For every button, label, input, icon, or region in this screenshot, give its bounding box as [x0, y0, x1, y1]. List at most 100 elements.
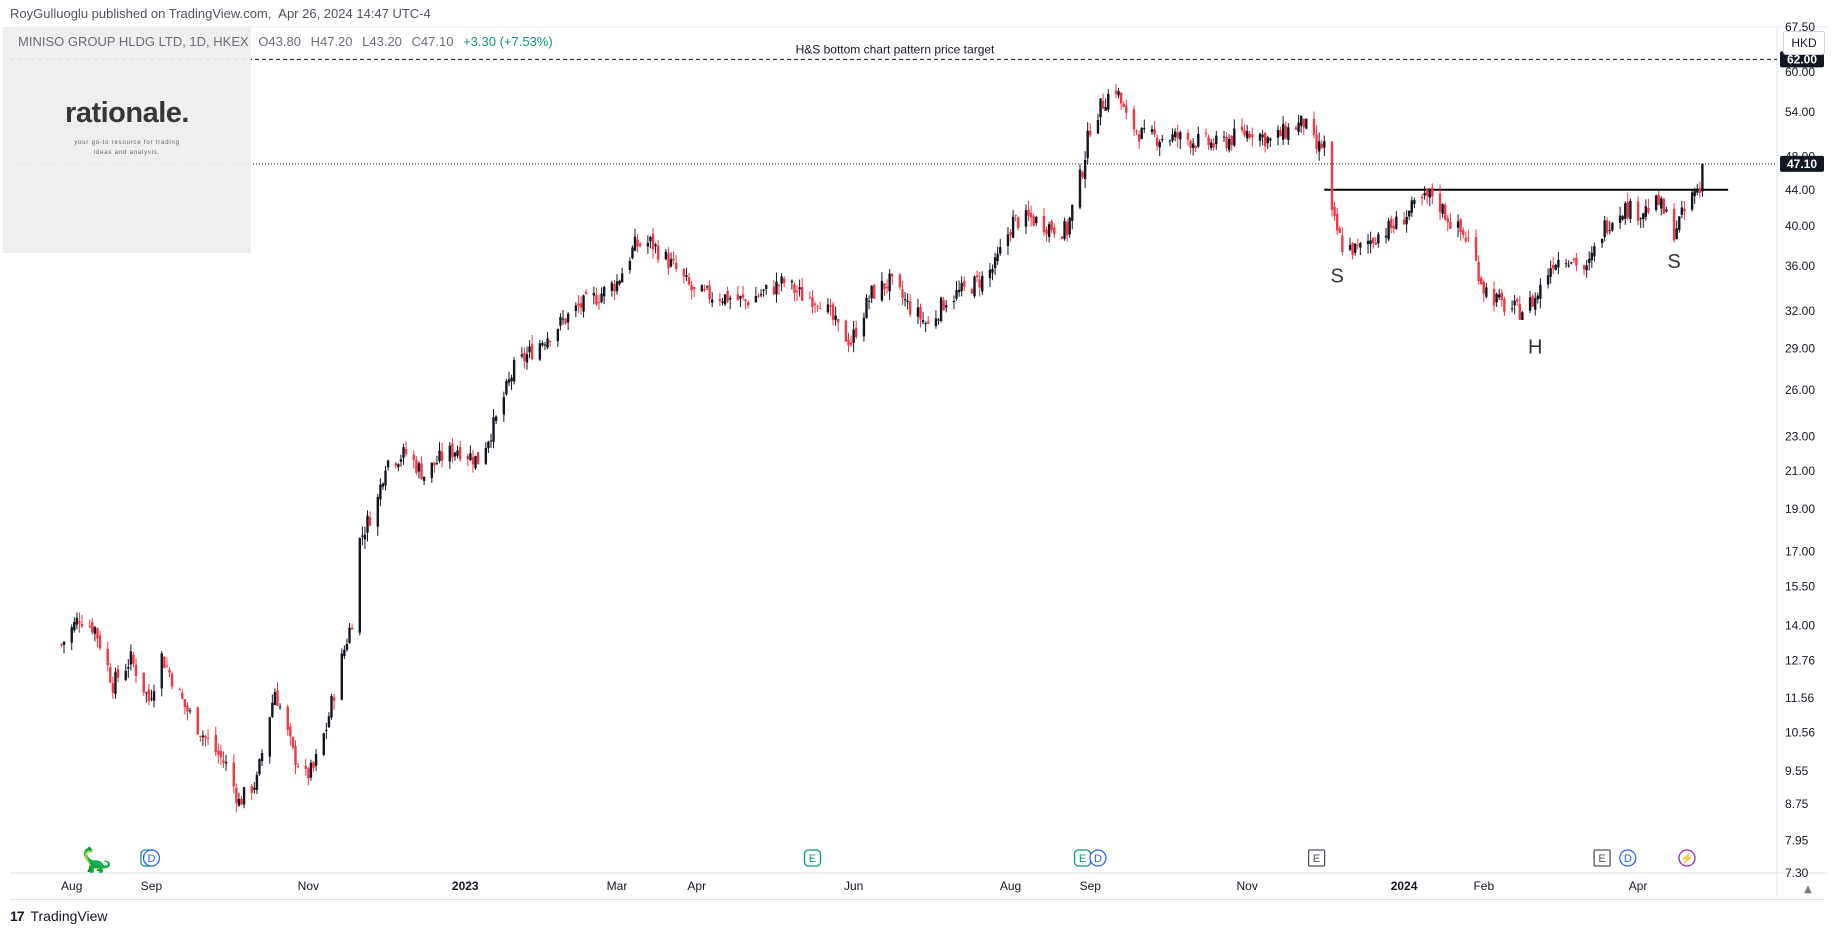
- candle: [1492, 281, 1496, 312]
- candle: [363, 526, 367, 549]
- symbol-legend[interactable]: MINISO GROUP HLDG LTD, 1D, HKEX O43.80 H…: [18, 34, 559, 49]
- candle-body: [538, 343, 542, 360]
- publish-info: RoyGulluoglu published on TradingView.co…: [10, 6, 435, 21]
- price-tick-label: 21.00: [1785, 464, 1815, 478]
- candle-body: [1402, 219, 1406, 225]
- candle-body: [253, 787, 256, 790]
- event-label: D: [1094, 853, 1102, 865]
- candle-body: [312, 762, 315, 768]
- candle: [903, 291, 907, 307]
- candle-body: [327, 716, 331, 728]
- candle-body: [1302, 118, 1305, 128]
- candle: [1482, 279, 1485, 303]
- candle-body: [1194, 145, 1197, 149]
- candle: [600, 287, 603, 303]
- candle-body: [746, 302, 750, 306]
- candle: [438, 441, 441, 464]
- candle-body: [93, 627, 97, 634]
- candle: [1078, 164, 1082, 210]
- candle: [1582, 264, 1586, 276]
- candle: [343, 645, 346, 660]
- candle: [471, 449, 475, 473]
- candle-body: [584, 291, 588, 294]
- candle: [1420, 193, 1424, 206]
- candle-body: [919, 307, 922, 320]
- candle-body: [1639, 218, 1642, 220]
- candle-body: [1107, 93, 1110, 110]
- candle: [289, 722, 292, 746]
- candle-body: [957, 289, 961, 293]
- candle-body: [1564, 263, 1568, 265]
- price-badge-label: 47.10: [1787, 157, 1817, 171]
- candle-body: [723, 294, 727, 305]
- candle: [96, 627, 99, 648]
- candle-body: [273, 692, 277, 705]
- candle-body: [1683, 208, 1686, 212]
- candle-body: [379, 484, 382, 500]
- candle: [1050, 219, 1053, 233]
- price-tick-label: 36.00: [1785, 259, 1815, 273]
- candle-body: [60, 644, 63, 646]
- candle: [170, 671, 174, 690]
- candle-body: [595, 295, 598, 305]
- candle-body: [816, 306, 819, 308]
- candle-body: [1693, 189, 1696, 197]
- candle: [831, 302, 835, 326]
- split-event-icon: [1678, 849, 1696, 867]
- symbol-name[interactable]: MINISO GROUP HLDG LTD, 1D, HKEX: [18, 34, 249, 49]
- candle-body: [1101, 100, 1105, 109]
- candle: [1068, 216, 1071, 238]
- candle-body: [1510, 308, 1514, 310]
- candle: [420, 456, 423, 480]
- candle: [1521, 311, 1524, 321]
- candle: [574, 302, 578, 318]
- candle: [1485, 283, 1488, 299]
- candle-body: [618, 280, 621, 285]
- candle: [106, 641, 109, 672]
- candle-body: [350, 627, 354, 630]
- candle: [1516, 297, 1519, 306]
- candle-body: [1153, 129, 1156, 135]
- candle: [1330, 140, 1334, 217]
- tradingview-footer[interactable]: 17 TradingView: [10, 908, 108, 924]
- candle-body: [582, 295, 585, 312]
- candle: [1266, 135, 1269, 150]
- candle-body: [615, 281, 619, 292]
- candle-body: [1155, 137, 1159, 146]
- candle: [379, 478, 382, 507]
- candle-body: [829, 305, 832, 308]
- currency-button[interactable]: HKD: [1783, 31, 1825, 55]
- candle-body: [1083, 159, 1087, 179]
- candle: [1204, 128, 1208, 138]
- candle-body: [80, 623, 84, 627]
- candle-body: [726, 290, 729, 302]
- candle: [1642, 212, 1645, 228]
- candle: [456, 445, 459, 459]
- candle-body: [975, 275, 979, 278]
- candle: [1359, 241, 1362, 256]
- candle: [847, 332, 850, 353]
- candle: [1251, 127, 1254, 147]
- candle: [1536, 292, 1539, 304]
- candle-body: [1171, 134, 1174, 141]
- candle-body: [909, 301, 912, 315]
- candle: [566, 312, 570, 330]
- candle: [584, 289, 588, 295]
- candle-body: [759, 294, 763, 296]
- candle-body: [811, 297, 814, 308]
- candle: [960, 276, 963, 297]
- candle: [1047, 221, 1051, 243]
- candle: [592, 286, 596, 305]
- candle-body: [523, 352, 526, 361]
- candle-body: [368, 517, 372, 526]
- publisher-text[interactable]: RoyGulluoglu published on TradingView.co…: [10, 6, 272, 21]
- candle: [898, 273, 902, 290]
- candle-body: [304, 765, 307, 769]
- candle-body: [109, 667, 112, 683]
- candle: [474, 455, 477, 470]
- candle-body: [1590, 252, 1594, 261]
- candle: [674, 254, 678, 272]
- candle-body: [204, 736, 207, 738]
- candle-body: [487, 441, 490, 449]
